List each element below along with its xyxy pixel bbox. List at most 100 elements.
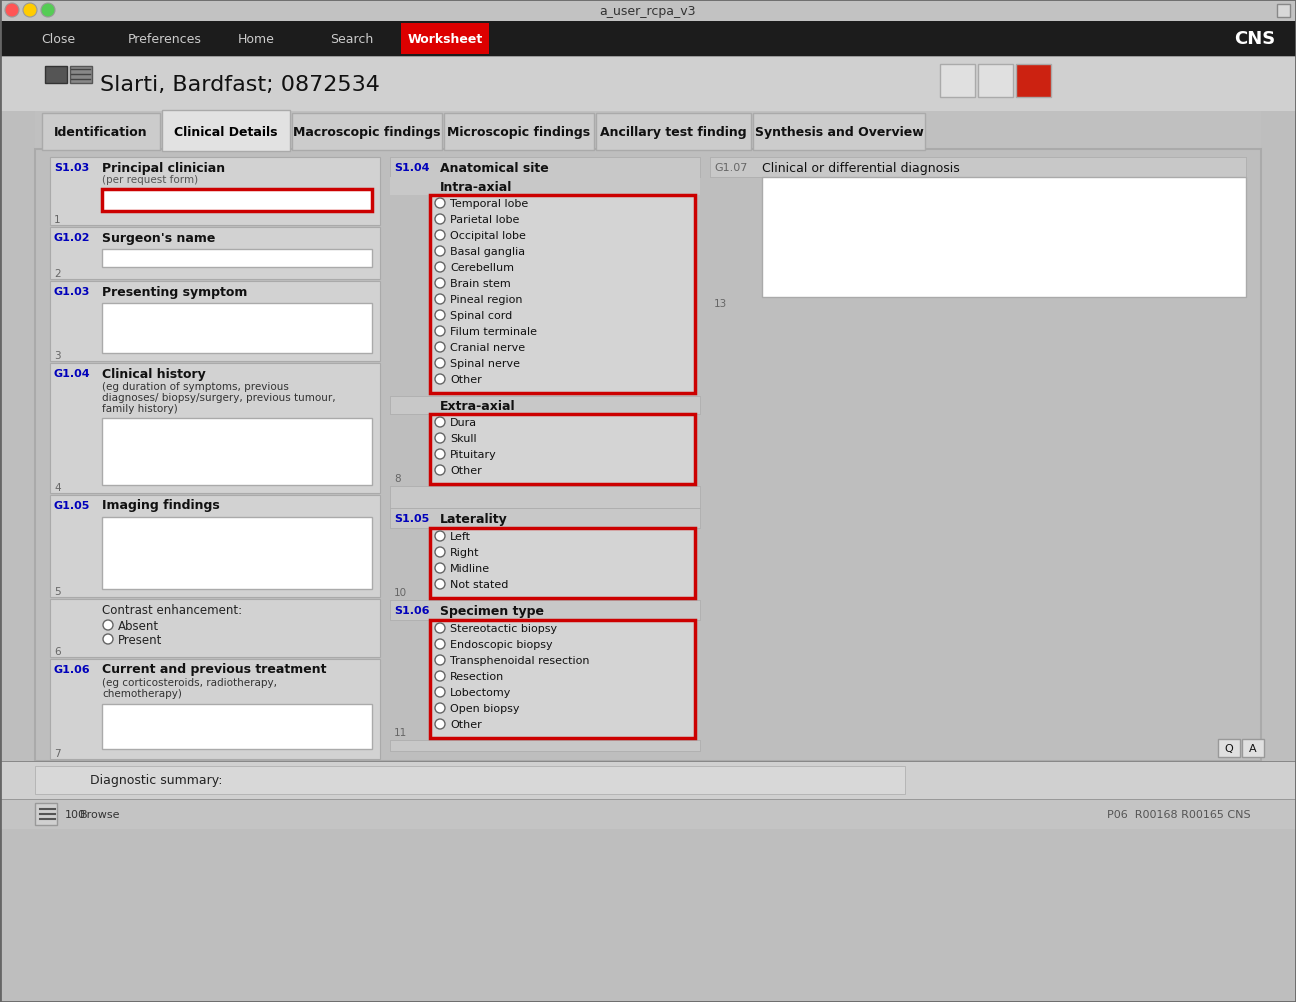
- Text: Current and previous treatment: Current and previous treatment: [102, 663, 327, 675]
- Bar: [0, 22, 1296, 57]
- Bar: [0, 800, 1296, 830]
- Circle shape: [5, 4, 19, 18]
- Text: 100: 100: [65, 810, 86, 820]
- Bar: [51, 227, 380, 280]
- Text: G1.07: G1.07: [714, 163, 748, 172]
- Bar: [102, 704, 372, 749]
- Text: Spinal cord: Spinal cord: [450, 311, 512, 321]
- Text: S1.03: S1.03: [54, 163, 89, 172]
- Text: Cerebellum: Cerebellum: [450, 263, 515, 273]
- Text: Intra-axial: Intra-axial: [441, 180, 512, 193]
- Text: Left: Left: [450, 531, 470, 541]
- Text: Surgeon's name: Surgeon's name: [102, 231, 215, 244]
- Text: 1: 1: [54, 214, 61, 224]
- Text: G1.04: G1.04: [54, 369, 91, 379]
- Text: Ancillary test finding: Ancillary test finding: [600, 125, 746, 138]
- Bar: [102, 517, 372, 589]
- Bar: [51, 158, 380, 225]
- Circle shape: [102, 634, 113, 644]
- Circle shape: [435, 450, 445, 460]
- Bar: [978, 65, 1013, 98]
- Text: Absent: Absent: [118, 619, 159, 632]
- Bar: [102, 189, 372, 211]
- Text: Brain stem: Brain stem: [450, 279, 511, 289]
- Bar: [390, 177, 700, 195]
- Text: Imaging findings: Imaging findings: [102, 499, 220, 512]
- Text: Slarti, Bardfast; 0872534: Slarti, Bardfast; 0872534: [100, 75, 380, 95]
- Text: (eg duration of symptoms, previous: (eg duration of symptoms, previous: [102, 382, 289, 392]
- Circle shape: [23, 4, 38, 18]
- Circle shape: [435, 687, 445, 697]
- Text: a_user_rcpa_v3: a_user_rcpa_v3: [600, 4, 696, 17]
- Bar: [390, 487, 700, 508]
- Text: Extra-axial: Extra-axial: [441, 399, 516, 412]
- Circle shape: [435, 418, 445, 428]
- Bar: [51, 496, 380, 597]
- Bar: [753, 114, 925, 151]
- Text: Present: Present: [118, 633, 162, 646]
- Circle shape: [435, 703, 445, 713]
- Text: Not stated: Not stated: [450, 579, 508, 589]
- Circle shape: [435, 279, 445, 289]
- Text: G1.05: G1.05: [54, 501, 91, 510]
- Text: Clinical history: Clinical history: [102, 367, 206, 380]
- Text: 6: 6: [54, 646, 61, 656]
- Bar: [102, 249, 372, 268]
- Text: Basal ganglia: Basal ganglia: [450, 246, 525, 257]
- Text: Principal clinician: Principal clinician: [102, 161, 226, 174]
- Bar: [390, 158, 700, 177]
- Text: Anatomical site: Anatomical site: [441, 161, 548, 174]
- Bar: [41, 114, 159, 151]
- Bar: [45, 67, 67, 84]
- Text: 3: 3: [54, 351, 61, 361]
- Text: Lobectomy: Lobectomy: [450, 687, 512, 697]
- Bar: [162, 111, 290, 152]
- Text: Stereotactic biopsy: Stereotactic biopsy: [450, 623, 557, 633]
- Text: Macroscopic findings: Macroscopic findings: [293, 125, 441, 138]
- Circle shape: [435, 295, 445, 305]
- Text: Identification: Identification: [54, 125, 148, 138]
- Circle shape: [435, 263, 445, 273]
- Text: Other: Other: [450, 719, 482, 729]
- Text: Temporal lobe: Temporal lobe: [450, 198, 529, 208]
- Text: 7: 7: [54, 748, 61, 759]
- Text: 4: 4: [54, 483, 61, 493]
- Text: Contrast enhancement:: Contrast enhancement:: [102, 603, 242, 616]
- Bar: [35, 150, 1261, 762]
- Text: CNS: CNS: [1234, 30, 1275, 48]
- Circle shape: [435, 466, 445, 476]
- Bar: [102, 304, 372, 354]
- Bar: [430, 195, 695, 394]
- Bar: [596, 114, 750, 151]
- Text: Endoscopic biopsy: Endoscopic biopsy: [450, 639, 552, 649]
- Bar: [430, 620, 695, 738]
- Circle shape: [435, 198, 445, 208]
- Bar: [940, 65, 975, 98]
- Text: Close: Close: [41, 32, 75, 45]
- Circle shape: [435, 214, 445, 224]
- Bar: [102, 419, 372, 486]
- Circle shape: [435, 531, 445, 541]
- Bar: [1218, 739, 1240, 758]
- Circle shape: [435, 623, 445, 633]
- Text: 5: 5: [54, 586, 61, 596]
- Circle shape: [435, 434, 445, 444]
- Text: 13: 13: [714, 299, 727, 309]
- Bar: [1242, 739, 1264, 758]
- Text: S1.06: S1.06: [394, 605, 429, 615]
- Text: Search: Search: [330, 32, 373, 45]
- Text: Transphenoidal resection: Transphenoidal resection: [450, 655, 590, 665]
- Circle shape: [435, 246, 445, 257]
- Circle shape: [435, 230, 445, 240]
- Bar: [0, 762, 1296, 800]
- Bar: [390, 600, 700, 620]
- Text: (eg corticosteroids, radiotherapy,: (eg corticosteroids, radiotherapy,: [102, 677, 277, 687]
- Bar: [390, 508, 700, 528]
- Text: G1.02: G1.02: [54, 232, 91, 242]
- Text: 11: 11: [394, 727, 407, 737]
- Text: family history): family history): [102, 404, 178, 414]
- Text: Parietal lobe: Parietal lobe: [450, 214, 520, 224]
- Text: 2: 2: [54, 269, 61, 279]
- Text: Spinal nerve: Spinal nerve: [450, 359, 520, 369]
- Text: Worksheet: Worksheet: [407, 32, 482, 45]
